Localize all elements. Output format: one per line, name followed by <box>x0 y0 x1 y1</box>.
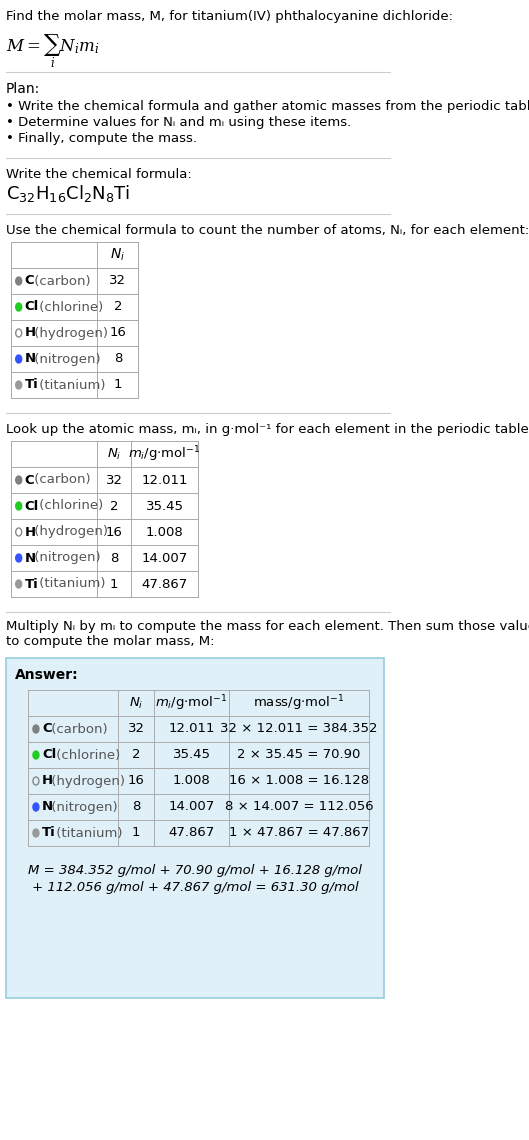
Text: $m_i/\mathrm{g{\cdot}mol^{-1}}$: $m_i/\mathrm{g{\cdot}mol^{-1}}$ <box>156 693 228 712</box>
Text: (chlorine): (chlorine) <box>52 749 121 762</box>
Text: Ti: Ti <box>25 378 39 391</box>
Text: 1.008: 1.008 <box>146 526 184 538</box>
Text: 35.45: 35.45 <box>145 499 184 513</box>
Text: 32: 32 <box>106 473 123 487</box>
Text: 47.867: 47.867 <box>142 578 188 591</box>
Text: $N_i$: $N_i$ <box>111 246 125 263</box>
Text: 16 × 1.008 = 16.128: 16 × 1.008 = 16.128 <box>229 774 369 788</box>
Circle shape <box>16 554 22 562</box>
Text: Answer:: Answer: <box>15 668 79 682</box>
Text: (carbon): (carbon) <box>30 473 90 487</box>
Text: (carbon): (carbon) <box>30 275 90 287</box>
Text: 32: 32 <box>127 723 145 735</box>
Text: H: H <box>25 526 36 538</box>
Text: C: C <box>25 473 34 487</box>
Text: 1.008: 1.008 <box>172 774 211 788</box>
Text: N: N <box>25 552 36 564</box>
Circle shape <box>33 751 39 759</box>
Circle shape <box>33 803 39 811</box>
Text: 32 × 12.011 = 384.352: 32 × 12.011 = 384.352 <box>220 723 378 735</box>
Text: 1: 1 <box>114 378 122 391</box>
Text: 12.011: 12.011 <box>141 473 188 487</box>
Text: Look up the atomic mass, mᵢ, in g·mol⁻¹ for each element in the periodic table:: Look up the atomic mass, mᵢ, in g·mol⁻¹ … <box>6 423 529 435</box>
Text: (chlorine): (chlorine) <box>35 499 104 513</box>
Text: Ti: Ti <box>25 578 39 591</box>
Text: C: C <box>42 723 51 735</box>
Text: 32: 32 <box>110 275 126 287</box>
Text: 2: 2 <box>114 301 122 314</box>
Text: + 112.056 g/mol + 47.867 g/mol = 631.30 g/mol: + 112.056 g/mol + 47.867 g/mol = 631.30 … <box>32 881 358 894</box>
Text: • Write the chemical formula and gather atomic masses from the periodic table.: • Write the chemical formula and gather … <box>6 100 529 113</box>
Circle shape <box>16 355 22 363</box>
Text: Cl: Cl <box>25 301 39 314</box>
Text: (titanium): (titanium) <box>52 826 123 839</box>
Text: 16: 16 <box>128 774 144 788</box>
Text: 35.45: 35.45 <box>172 749 211 762</box>
Text: 14.007: 14.007 <box>142 552 188 564</box>
Text: $\mathrm{mass/g{\cdot}mol^{-1}}$: $\mathrm{mass/g{\cdot}mol^{-1}}$ <box>253 693 345 712</box>
FancyBboxPatch shape <box>11 242 139 268</box>
Text: (chlorine): (chlorine) <box>35 301 104 314</box>
Text: H: H <box>25 326 36 340</box>
Text: 47.867: 47.867 <box>168 826 215 839</box>
Text: (titanium): (titanium) <box>35 378 106 391</box>
Text: (hydrogen): (hydrogen) <box>30 526 108 538</box>
Text: (nitrogen): (nitrogen) <box>30 552 101 564</box>
Text: (nitrogen): (nitrogen) <box>47 800 118 814</box>
Text: H: H <box>42 774 53 788</box>
Text: N: N <box>42 800 53 814</box>
Circle shape <box>16 502 22 510</box>
Text: 2: 2 <box>110 499 118 513</box>
Text: 8: 8 <box>114 352 122 366</box>
Text: Ti: Ti <box>42 826 56 839</box>
FancyBboxPatch shape <box>6 658 384 998</box>
FancyBboxPatch shape <box>11 372 139 398</box>
Text: Plan:: Plan: <box>6 82 40 96</box>
FancyBboxPatch shape <box>11 320 139 347</box>
Text: N: N <box>25 352 36 366</box>
Text: 16: 16 <box>106 526 123 538</box>
Text: 14.007: 14.007 <box>168 800 215 814</box>
Text: • Finally, compute the mass.: • Finally, compute the mass. <box>6 132 197 145</box>
Text: 2: 2 <box>132 749 141 762</box>
Text: Use the chemical formula to count the number of atoms, Nᵢ, for each element:: Use the chemical formula to count the nu… <box>6 223 529 237</box>
Text: (nitrogen): (nitrogen) <box>30 352 101 366</box>
Text: (carbon): (carbon) <box>47 723 108 735</box>
Text: 12.011: 12.011 <box>168 723 215 735</box>
Text: Cl: Cl <box>42 749 56 762</box>
Text: $N_i$: $N_i$ <box>129 695 143 710</box>
FancyBboxPatch shape <box>11 268 139 294</box>
Text: (hydrogen): (hydrogen) <box>47 774 125 788</box>
Circle shape <box>16 303 22 311</box>
Text: 8: 8 <box>110 552 118 564</box>
Text: Write the chemical formula:: Write the chemical formula: <box>6 168 191 181</box>
Text: • Determine values for Nᵢ and mᵢ using these items.: • Determine values for Nᵢ and mᵢ using t… <box>6 116 351 129</box>
Text: $N_i$: $N_i$ <box>107 447 121 462</box>
Text: 1 × 47.867 = 47.867: 1 × 47.867 = 47.867 <box>229 826 369 839</box>
Text: $\mathrm{C_{32}H_{16}Cl_2N_8Ti}$: $\mathrm{C_{32}H_{16}Cl_2N_8Ti}$ <box>6 184 130 204</box>
Circle shape <box>16 580 22 588</box>
FancyBboxPatch shape <box>11 347 139 372</box>
Text: (hydrogen): (hydrogen) <box>30 326 108 340</box>
Text: 1: 1 <box>110 578 118 591</box>
Text: (titanium): (titanium) <box>35 578 106 591</box>
Text: 8 × 14.007 = 112.056: 8 × 14.007 = 112.056 <box>225 800 373 814</box>
FancyBboxPatch shape <box>11 294 139 320</box>
Text: M = 384.352 g/mol + 70.90 g/mol + 16.128 g/mol: M = 384.352 g/mol + 70.90 g/mol + 16.128… <box>28 864 362 877</box>
Circle shape <box>16 381 22 389</box>
Text: 16: 16 <box>110 326 126 340</box>
Text: C: C <box>25 275 34 287</box>
Text: $M = \sum_i N_i m_i$: $M = \sum_i N_i m_i$ <box>6 32 99 70</box>
Text: $m_i/\mathrm{g{\cdot}mol^{-1}}$: $m_i/\mathrm{g{\cdot}mol^{-1}}$ <box>129 445 201 464</box>
Text: 1: 1 <box>132 826 141 839</box>
Text: Cl: Cl <box>25 499 39 513</box>
Circle shape <box>33 725 39 733</box>
Text: Find the molar mass, M, for titanium(IV) phthalocyanine dichloride:: Find the molar mass, M, for titanium(IV)… <box>6 10 453 23</box>
Circle shape <box>16 277 22 285</box>
Circle shape <box>16 477 22 484</box>
Text: 2 × 35.45 = 70.90: 2 × 35.45 = 70.90 <box>238 749 361 762</box>
Circle shape <box>33 829 39 837</box>
Text: 8: 8 <box>132 800 140 814</box>
Text: Multiply Nᵢ by mᵢ to compute the mass for each element. Then sum those values
to: Multiply Nᵢ by mᵢ to compute the mass fo… <box>6 620 529 648</box>
